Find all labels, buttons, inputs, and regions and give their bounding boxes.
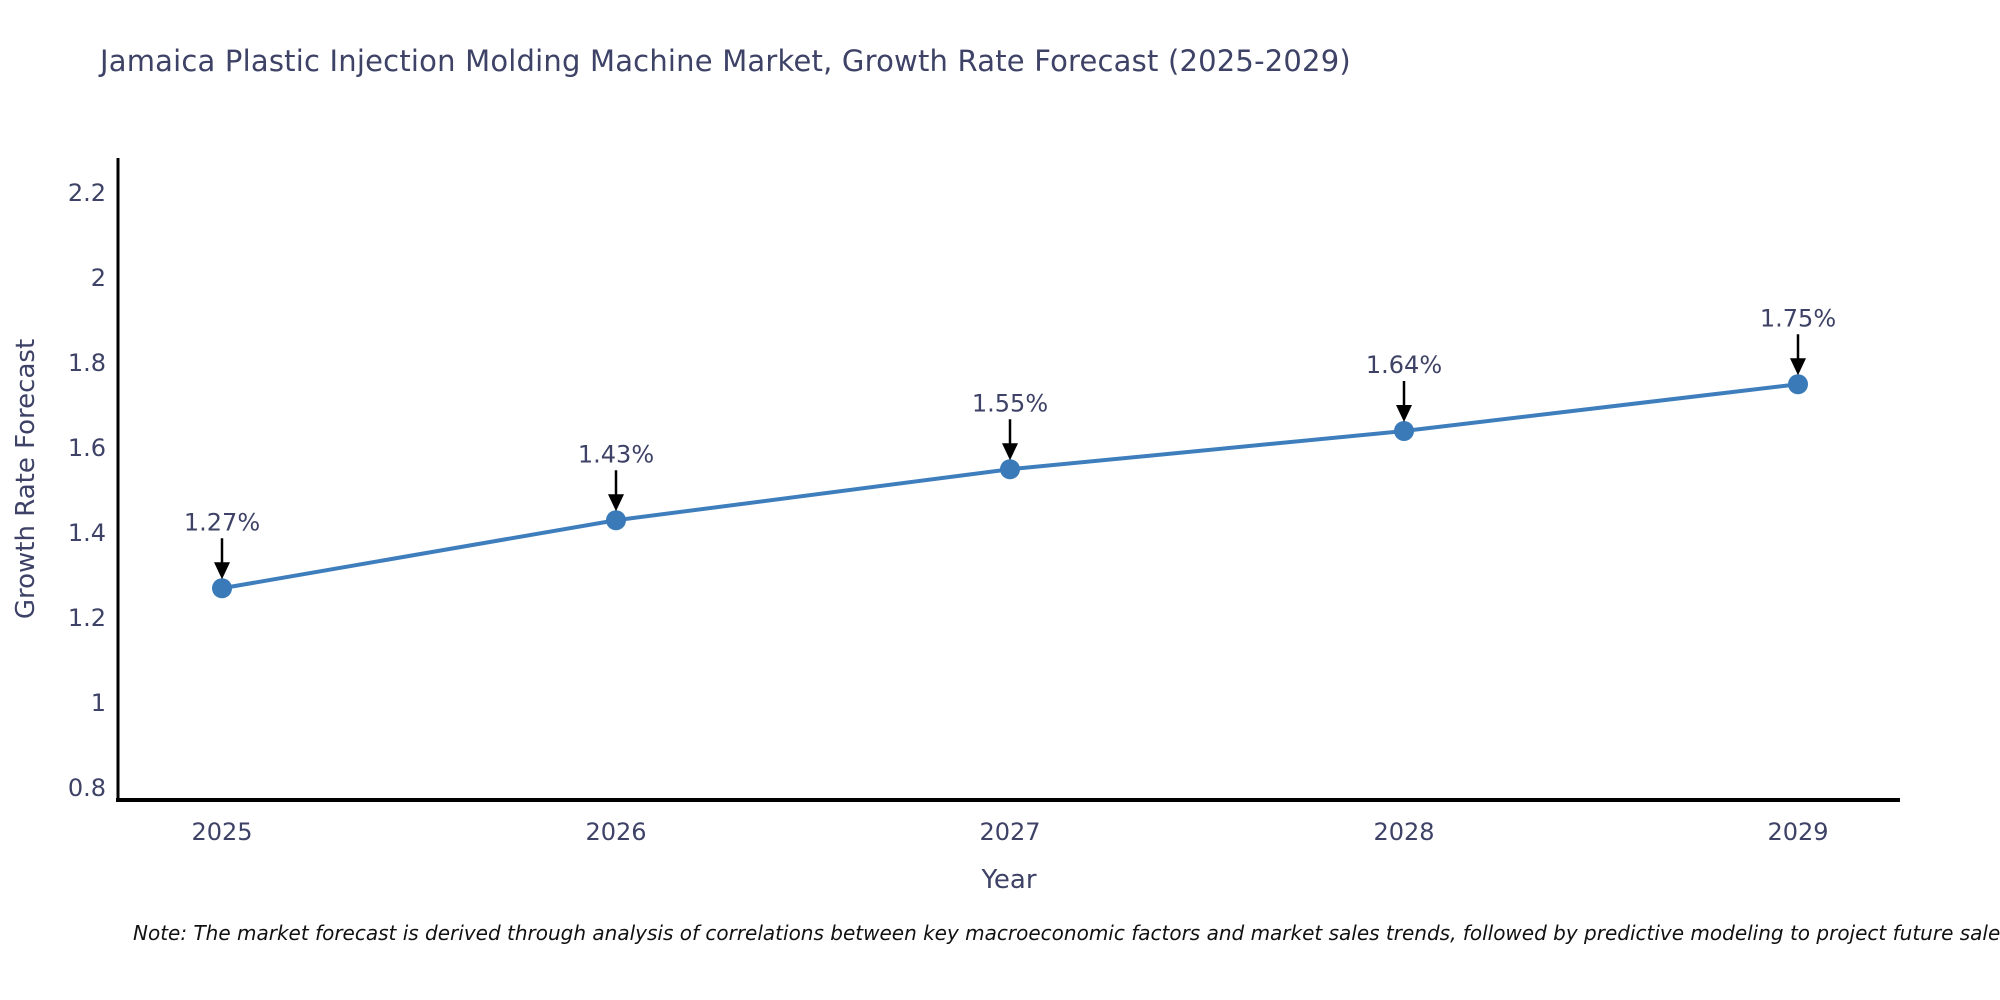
x-axis-title: Year xyxy=(980,865,1036,895)
annotation-arrowhead xyxy=(1002,443,1018,461)
y-tick-label: 1.6 xyxy=(68,434,106,462)
x-tick-label: 2028 xyxy=(1373,818,1434,846)
data-point-label: 1.27% xyxy=(184,508,260,536)
y-tick-label: 2 xyxy=(91,264,106,292)
data-point-marker xyxy=(212,578,232,599)
y-tick-label: 1 xyxy=(91,689,106,717)
x-tick-label: 2027 xyxy=(979,818,1040,846)
data-point-label: 1.55% xyxy=(972,389,1048,417)
data-point-label: 1.64% xyxy=(1366,351,1442,379)
y-tick-label: 0.8 xyxy=(68,774,106,802)
data-point-label: 1.75% xyxy=(1760,304,1836,332)
y-tick-label: 1.2 xyxy=(68,604,106,632)
data-point-marker xyxy=(1000,459,1020,480)
annotation-arrowhead xyxy=(608,494,624,512)
annotation-arrowhead xyxy=(1790,358,1806,376)
chart-title: Jamaica Plastic Injection Molding Machin… xyxy=(100,44,1351,78)
y-tick-label: 1.8 xyxy=(68,349,106,377)
data-point-marker xyxy=(1394,421,1414,441)
y-axis-title: Growth Rate Forecast xyxy=(11,339,41,619)
annotation-arrowhead xyxy=(1396,405,1412,422)
x-tick-label: 2029 xyxy=(1767,818,1828,846)
footnote: Note: The market forecast is derived thr… xyxy=(133,921,2000,945)
annotation-arrowhead xyxy=(214,562,230,580)
data-point-marker xyxy=(606,510,626,531)
x-tick-label: 2026 xyxy=(585,818,646,846)
y-tick-label: 2.2 xyxy=(68,179,106,207)
data-point-marker xyxy=(1788,374,1808,395)
x-tick-label: 2025 xyxy=(191,818,252,846)
data-point-label: 1.43% xyxy=(578,440,654,468)
y-tick-label: 1.4 xyxy=(68,519,106,547)
